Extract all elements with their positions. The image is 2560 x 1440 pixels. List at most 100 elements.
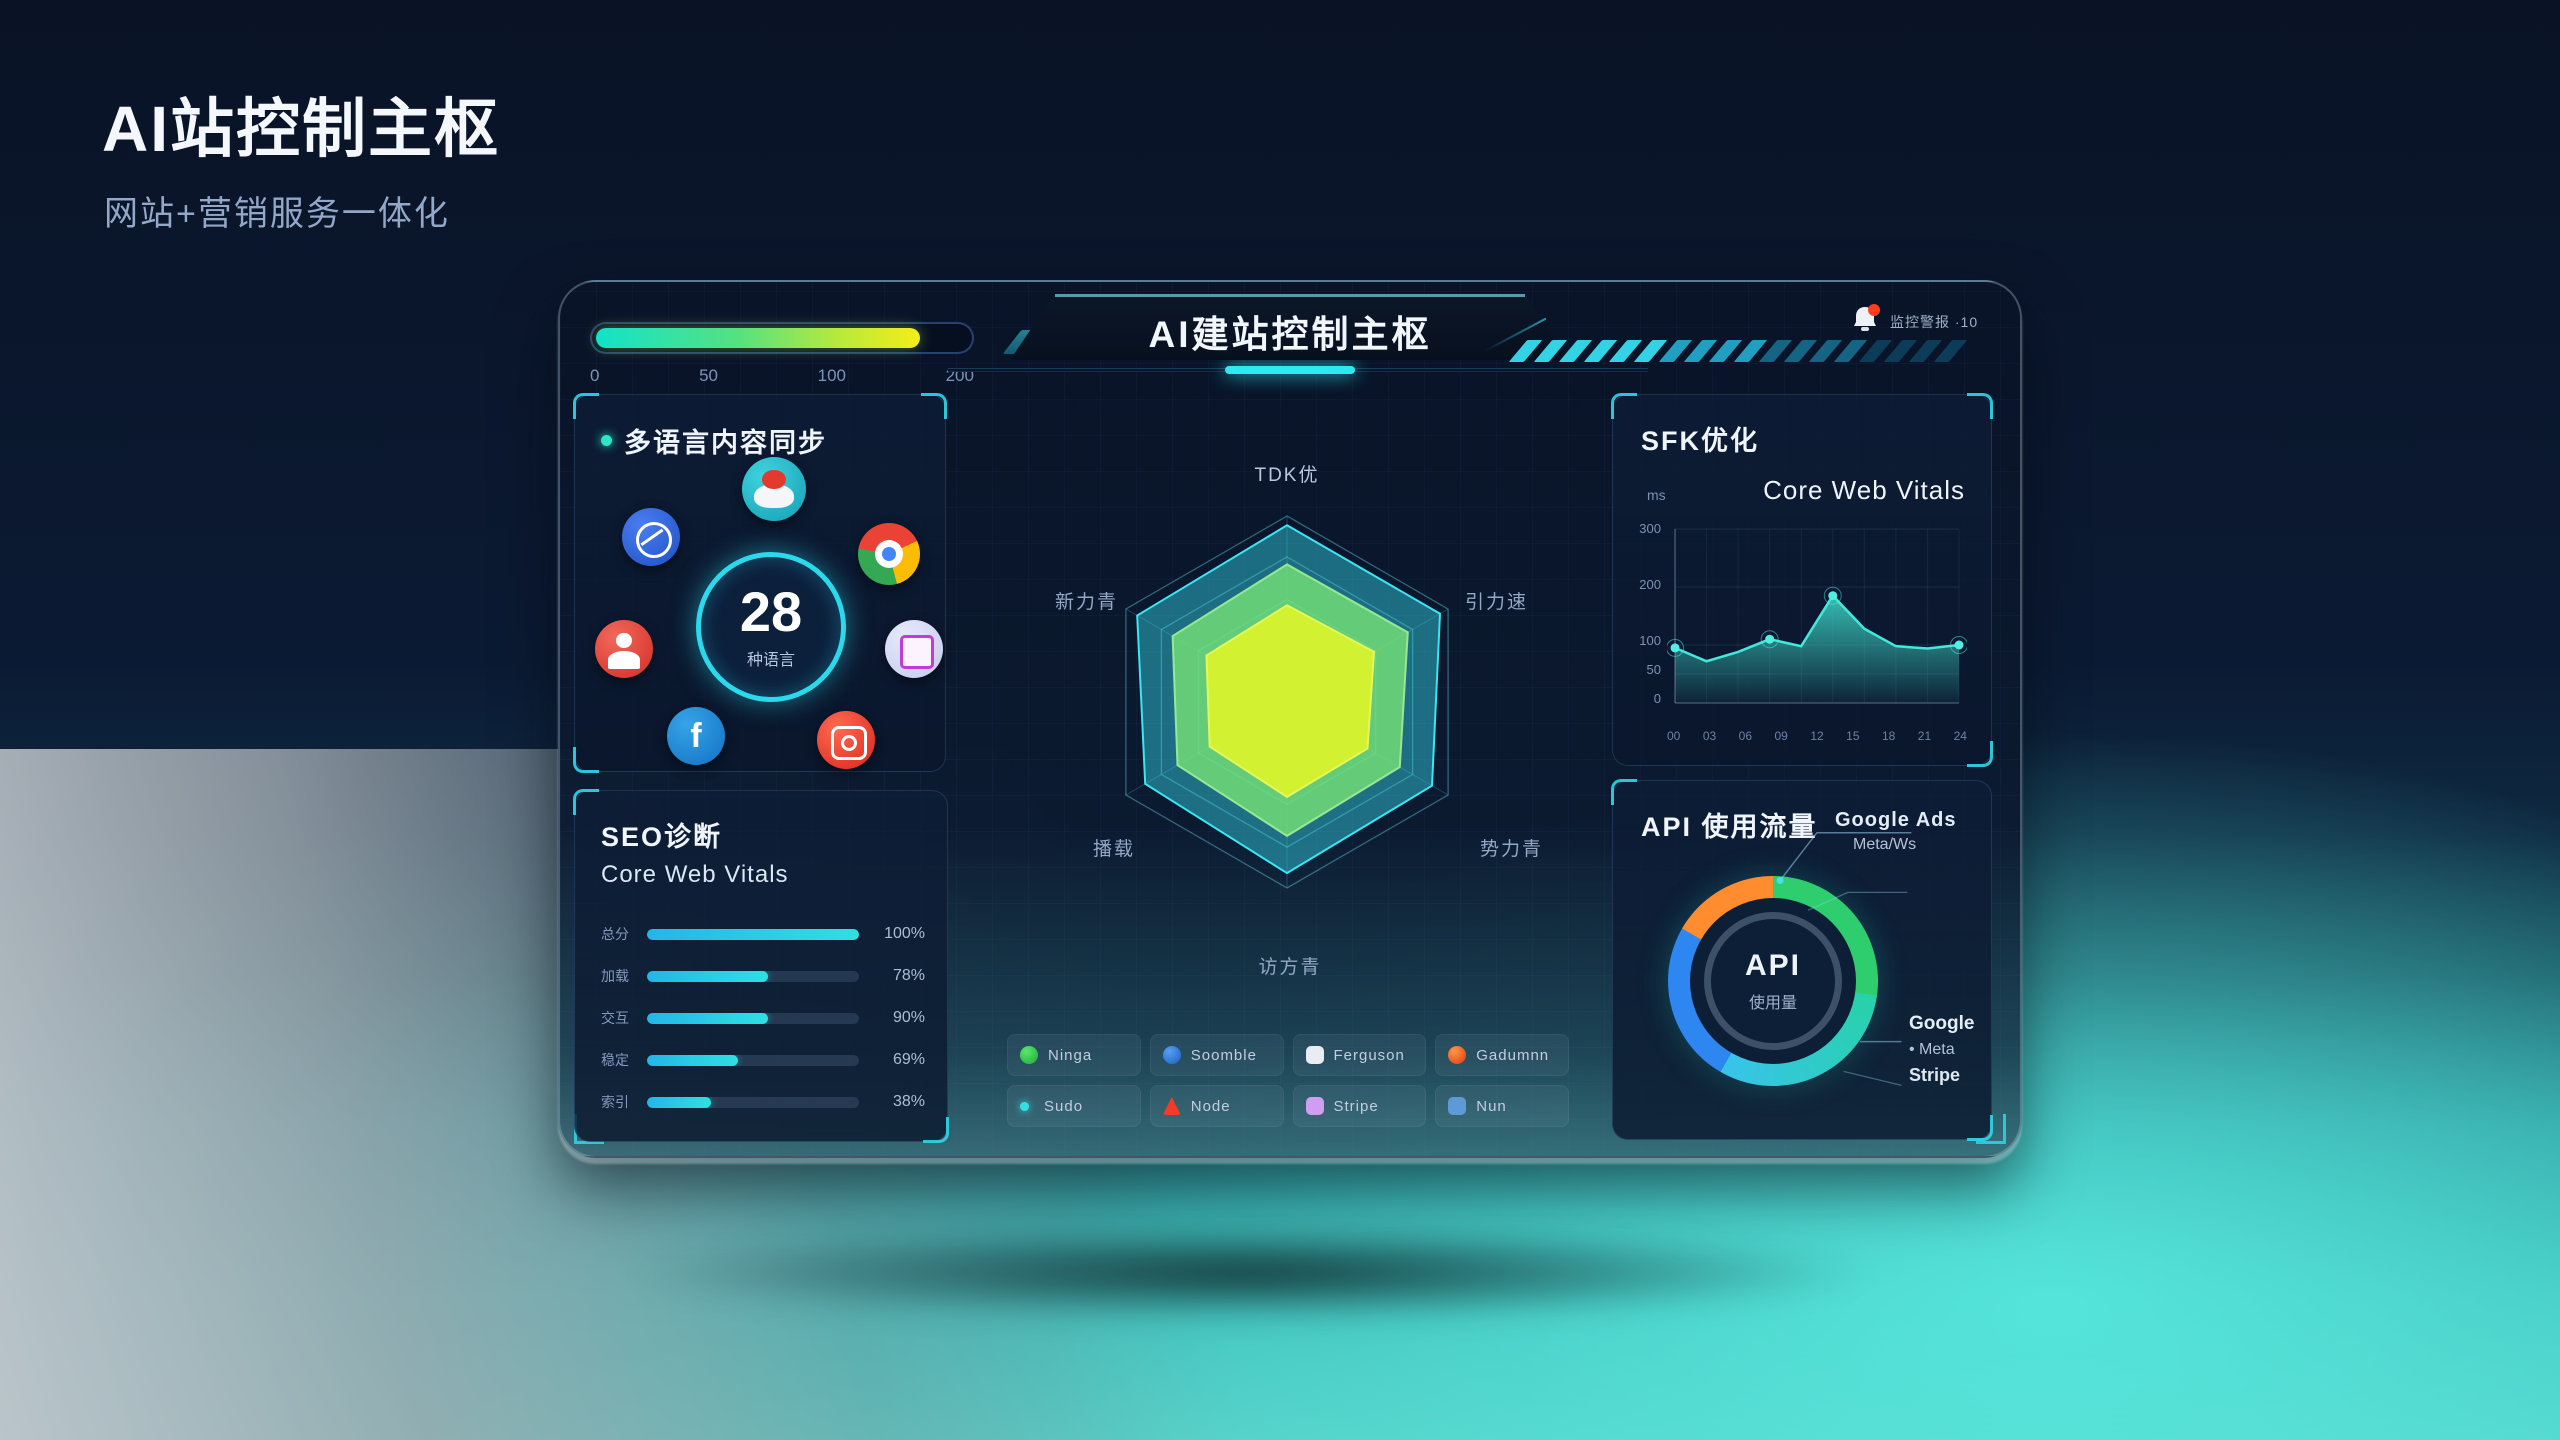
radar-axis-label: 播载 xyxy=(1092,839,1135,860)
seo-card-title: SEO诊断 xyxy=(601,822,723,852)
corner-bracket xyxy=(1967,393,1993,419)
progress-tick-labels: 0 50 100 200 xyxy=(590,366,974,386)
platform-facebook-icon[interactable]: f xyxy=(667,707,725,765)
radar-axis-label: TDK优 xyxy=(1254,465,1320,486)
metric-label: 交互 xyxy=(601,1010,629,1026)
header-title-plate xyxy=(1010,294,1570,360)
language-count: 28 xyxy=(739,580,803,643)
platform-hat-icon[interactable] xyxy=(742,457,806,521)
donut-center-caption: 使用量 xyxy=(1748,995,1797,1012)
metric-value: 100% xyxy=(884,925,925,942)
white-app-icon xyxy=(1305,1046,1324,1064)
corner-bracket xyxy=(1611,393,1637,419)
metric-bar-fill xyxy=(647,1012,768,1024)
corner-bracket xyxy=(923,1117,949,1143)
integration-chip[interactable]: Sudo xyxy=(1007,1085,1141,1127)
y-tick: 200 xyxy=(1639,577,1661,592)
integration-chip[interactable]: Node xyxy=(1149,1085,1284,1127)
platform-chrome-icon[interactable] xyxy=(858,523,920,585)
notification-bell-icon[interactable] xyxy=(1848,302,1882,336)
seo-diagnosis-card: SEO诊断 Core Web Vitals 总分 100% 加载 78% 交互 … xyxy=(573,789,949,1143)
integration-chip[interactable]: Stripe xyxy=(1292,1085,1427,1127)
metric-value: 69% xyxy=(892,1051,925,1068)
metric-bar-track xyxy=(647,1012,859,1024)
chip-label: Nun xyxy=(1476,1097,1507,1115)
page-subtitle: 网站+营销服务一体化 xyxy=(104,195,450,233)
integration-chip[interactable]: Nun xyxy=(1435,1085,1569,1127)
metric-bar-fill xyxy=(647,1096,711,1108)
metric-bar-track xyxy=(647,928,859,940)
chip-label: Soomble xyxy=(1190,1046,1257,1064)
red-flame-icon xyxy=(1162,1097,1181,1115)
api-card-title: API 使用流量 xyxy=(1641,812,1818,842)
y-tick: 0 xyxy=(1653,691,1661,706)
x-tick: 15 xyxy=(1846,729,1860,743)
metric-bar-fill xyxy=(647,970,768,982)
metric-bar-fill xyxy=(647,928,859,940)
integration-chip-grid: Ninga Soomble Ferguson Gadumnn Sudo Node xyxy=(1007,1034,1569,1127)
blue-app-icon xyxy=(1448,1097,1467,1115)
callout-label: Google xyxy=(1909,1013,1975,1034)
seo-metric-row: 总分 100% xyxy=(601,913,925,955)
corner-bracket xyxy=(1967,1115,1993,1141)
platform-camera-icon[interactable] xyxy=(817,711,875,769)
header-glow-segment xyxy=(1225,366,1355,374)
api-donut-chart: API 使用量 xyxy=(1668,876,1878,1086)
metric-bar-track xyxy=(647,1096,859,1108)
callout-label: Meta/Ws xyxy=(1853,836,1917,853)
x-tick: 21 xyxy=(1917,729,1932,743)
callout-label: Google Ads xyxy=(1835,809,1957,831)
metric-value: 78% xyxy=(892,967,925,984)
seo-metric-list: 总分 100% 加载 78% 交互 90% 稳定 69% xyxy=(601,913,925,1123)
integration-chip[interactable]: Ninga xyxy=(1007,1034,1141,1076)
integration-chip[interactable]: Gadumnn xyxy=(1435,1034,1569,1076)
y-axis-unit: ms xyxy=(1647,487,1666,503)
progress-tick: 100 xyxy=(817,366,846,385)
callout-label: • Meta xyxy=(1909,1041,1955,1058)
language-count-ring: 28 种语言 xyxy=(696,552,846,702)
integration-chip[interactable]: Soomble xyxy=(1149,1034,1284,1076)
integration-chip[interactable]: Ferguson xyxy=(1292,1034,1427,1076)
corner-bracket xyxy=(573,747,599,773)
y-tick: 300 xyxy=(1639,521,1661,536)
platform-photos-icon[interactable] xyxy=(885,620,943,678)
progress-tick: 50 xyxy=(699,366,718,385)
x-tick: 00 xyxy=(1667,729,1681,743)
platform-basketball-icon[interactable] xyxy=(622,508,680,566)
area-chart xyxy=(1667,528,1967,704)
chip-label: Ninga xyxy=(1048,1046,1093,1064)
platform-person-icon[interactable] xyxy=(595,620,653,678)
metric-bar-fill xyxy=(647,1054,739,1066)
seo-card-subtitle: Core Web Vitals xyxy=(601,861,789,888)
gauge-ring xyxy=(1704,912,1842,1050)
seo-metric-row: 交互 90% xyxy=(601,997,925,1039)
callout-label: Stripe xyxy=(1909,1065,1961,1085)
chip-label: Sudo xyxy=(1044,1097,1084,1115)
page-title: AI站控制主枢 xyxy=(102,93,500,165)
callout-right-group: Google • Meta Stripe xyxy=(1909,1013,1974,1086)
purple-app-icon xyxy=(1305,1097,1324,1115)
radar-axis-label: 访方青 xyxy=(1258,957,1322,978)
x-tick: 09 xyxy=(1774,729,1788,743)
x-tick: 18 xyxy=(1881,729,1896,743)
progress-tick: 0 xyxy=(590,366,600,385)
corner-bracket xyxy=(1611,779,1637,805)
metric-value: 90% xyxy=(892,1009,925,1026)
notification-label[interactable]: 监控警报 ·10 xyxy=(1890,314,1979,330)
progress-track xyxy=(590,322,974,354)
red-dot-icon xyxy=(1448,1046,1467,1064)
corner-bracket xyxy=(573,393,599,419)
radar-axis-label: 引力速 xyxy=(1465,592,1529,613)
cyan-bullet-icon xyxy=(1020,1101,1029,1111)
blue-dot-icon xyxy=(1162,1046,1181,1064)
callout-google-ads: Google Ads Meta/Ws xyxy=(1835,809,1956,854)
y-tick: 50 xyxy=(1646,662,1661,677)
radar-axis-label: 新力青 xyxy=(1054,592,1118,613)
metric-label: 索引 xyxy=(601,1094,629,1110)
seo-metric-row: 稳定 69% xyxy=(601,1039,925,1081)
metric-bar-track xyxy=(647,1054,859,1066)
chip-label: Ferguson xyxy=(1333,1046,1405,1064)
x-tick: 24 xyxy=(1953,729,1967,743)
donut-center: API 使用量 xyxy=(1690,898,1856,1064)
green-dot-icon xyxy=(1020,1046,1038,1064)
